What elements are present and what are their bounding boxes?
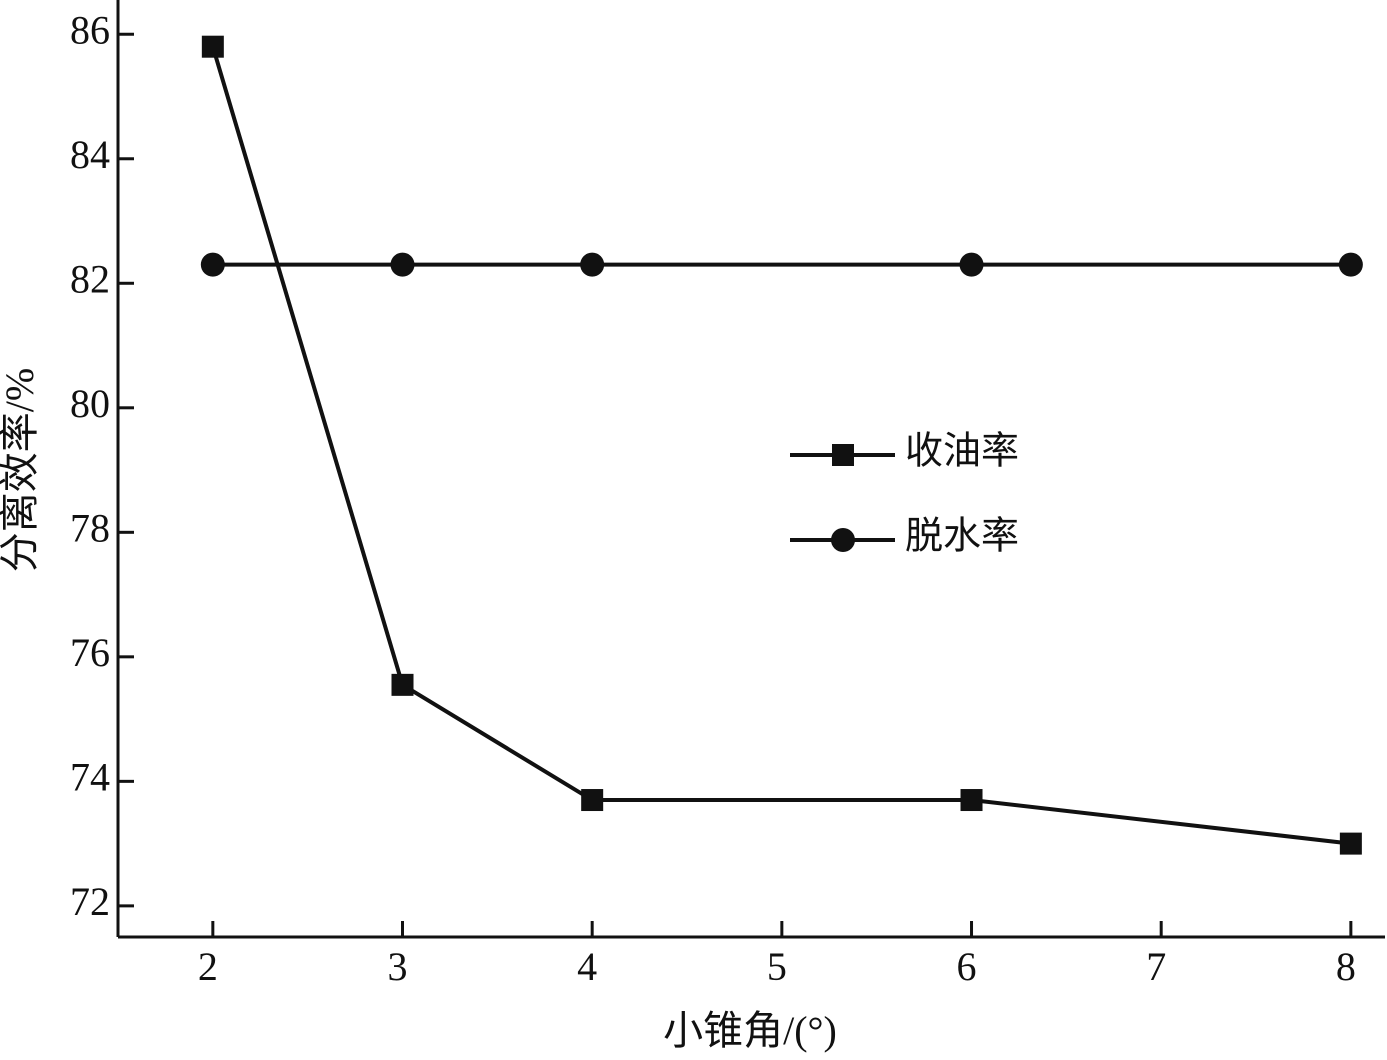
legend-label: 收油率 — [905, 431, 1019, 473]
y-tick-label: 80 — [70, 381, 110, 426]
marker — [581, 789, 604, 812]
y-tick-label: 72 — [70, 879, 110, 924]
marker — [831, 528, 855, 552]
marker — [391, 673, 414, 696]
x-tick-label: 2 — [198, 944, 218, 989]
marker — [1339, 832, 1362, 855]
marker — [832, 444, 854, 466]
x-tick-label: 6 — [957, 944, 977, 989]
marker — [390, 252, 415, 277]
x-tick-label: 4 — [577, 944, 597, 989]
y-tick-label: 84 — [70, 132, 110, 177]
y-axis-label: 分离效率/% — [0, 368, 42, 572]
y-tick-label: 86 — [70, 7, 110, 52]
marker — [960, 789, 983, 812]
marker — [201, 35, 224, 58]
x-tick-label: 7 — [1146, 944, 1166, 989]
marker — [1338, 252, 1363, 277]
x-axis-label: 小锥角/(°) — [663, 1008, 837, 1053]
x-tick-label: 5 — [767, 944, 787, 989]
x-tick-label: 8 — [1336, 944, 1356, 989]
marker — [959, 252, 984, 277]
series-line — [210, 46, 1352, 846]
marker — [580, 252, 605, 277]
x-tick-label: 3 — [388, 944, 408, 989]
y-tick-label: 74 — [70, 755, 110, 800]
y-tick-label: 76 — [70, 630, 110, 675]
legend-label: 脱水率 — [905, 516, 1019, 558]
marker — [200, 252, 225, 277]
y-tick-label: 82 — [70, 256, 110, 301]
y-tick-label: 78 — [70, 505, 110, 550]
